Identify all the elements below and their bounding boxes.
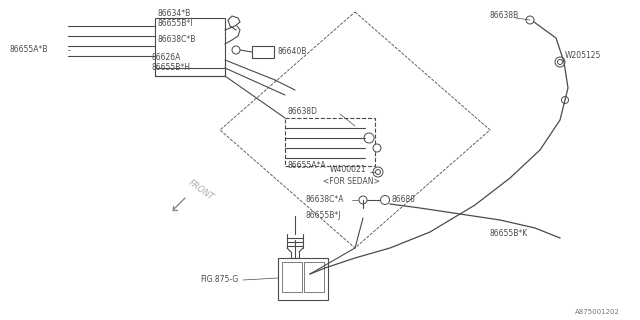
Circle shape bbox=[557, 60, 563, 65]
Text: 86655A*A: 86655A*A bbox=[287, 162, 326, 171]
Text: <FOR SEDAN>: <FOR SEDAN> bbox=[323, 177, 380, 186]
Text: 86626A: 86626A bbox=[152, 53, 181, 62]
Circle shape bbox=[376, 170, 381, 174]
Circle shape bbox=[232, 46, 240, 54]
Text: 86638C*A: 86638C*A bbox=[305, 196, 344, 204]
Circle shape bbox=[381, 196, 390, 204]
Text: 86655B*I: 86655B*I bbox=[157, 20, 193, 28]
Text: 86638B: 86638B bbox=[490, 12, 519, 20]
Circle shape bbox=[555, 57, 565, 67]
Text: 86655B*H: 86655B*H bbox=[152, 63, 191, 73]
Circle shape bbox=[364, 133, 374, 143]
Text: A875001202: A875001202 bbox=[575, 309, 620, 315]
Circle shape bbox=[373, 167, 383, 177]
Bar bbox=[155, 18, 225, 76]
Bar bbox=[278, 258, 328, 300]
Bar bbox=[285, 118, 375, 166]
Circle shape bbox=[359, 196, 367, 204]
Text: FRONT: FRONT bbox=[187, 178, 216, 202]
Text: 86634*B: 86634*B bbox=[157, 10, 190, 19]
Bar bbox=[252, 46, 274, 58]
Text: 86655B*J: 86655B*J bbox=[305, 212, 340, 220]
Bar bbox=[282, 262, 302, 292]
Text: 86655B*K: 86655B*K bbox=[490, 229, 528, 238]
Text: 86638D: 86638D bbox=[287, 108, 317, 116]
Text: 86638C*B: 86638C*B bbox=[157, 36, 195, 44]
Text: 86688: 86688 bbox=[392, 196, 416, 204]
Circle shape bbox=[526, 16, 534, 24]
Text: W205125: W205125 bbox=[565, 52, 602, 60]
Text: 86655A*B: 86655A*B bbox=[10, 45, 49, 54]
Text: 86640B: 86640B bbox=[277, 47, 307, 57]
Circle shape bbox=[561, 97, 568, 103]
Circle shape bbox=[373, 144, 381, 152]
Text: FIG.875-G: FIG.875-G bbox=[200, 276, 238, 284]
Bar bbox=[304, 262, 324, 292]
Text: W400021: W400021 bbox=[330, 165, 367, 174]
